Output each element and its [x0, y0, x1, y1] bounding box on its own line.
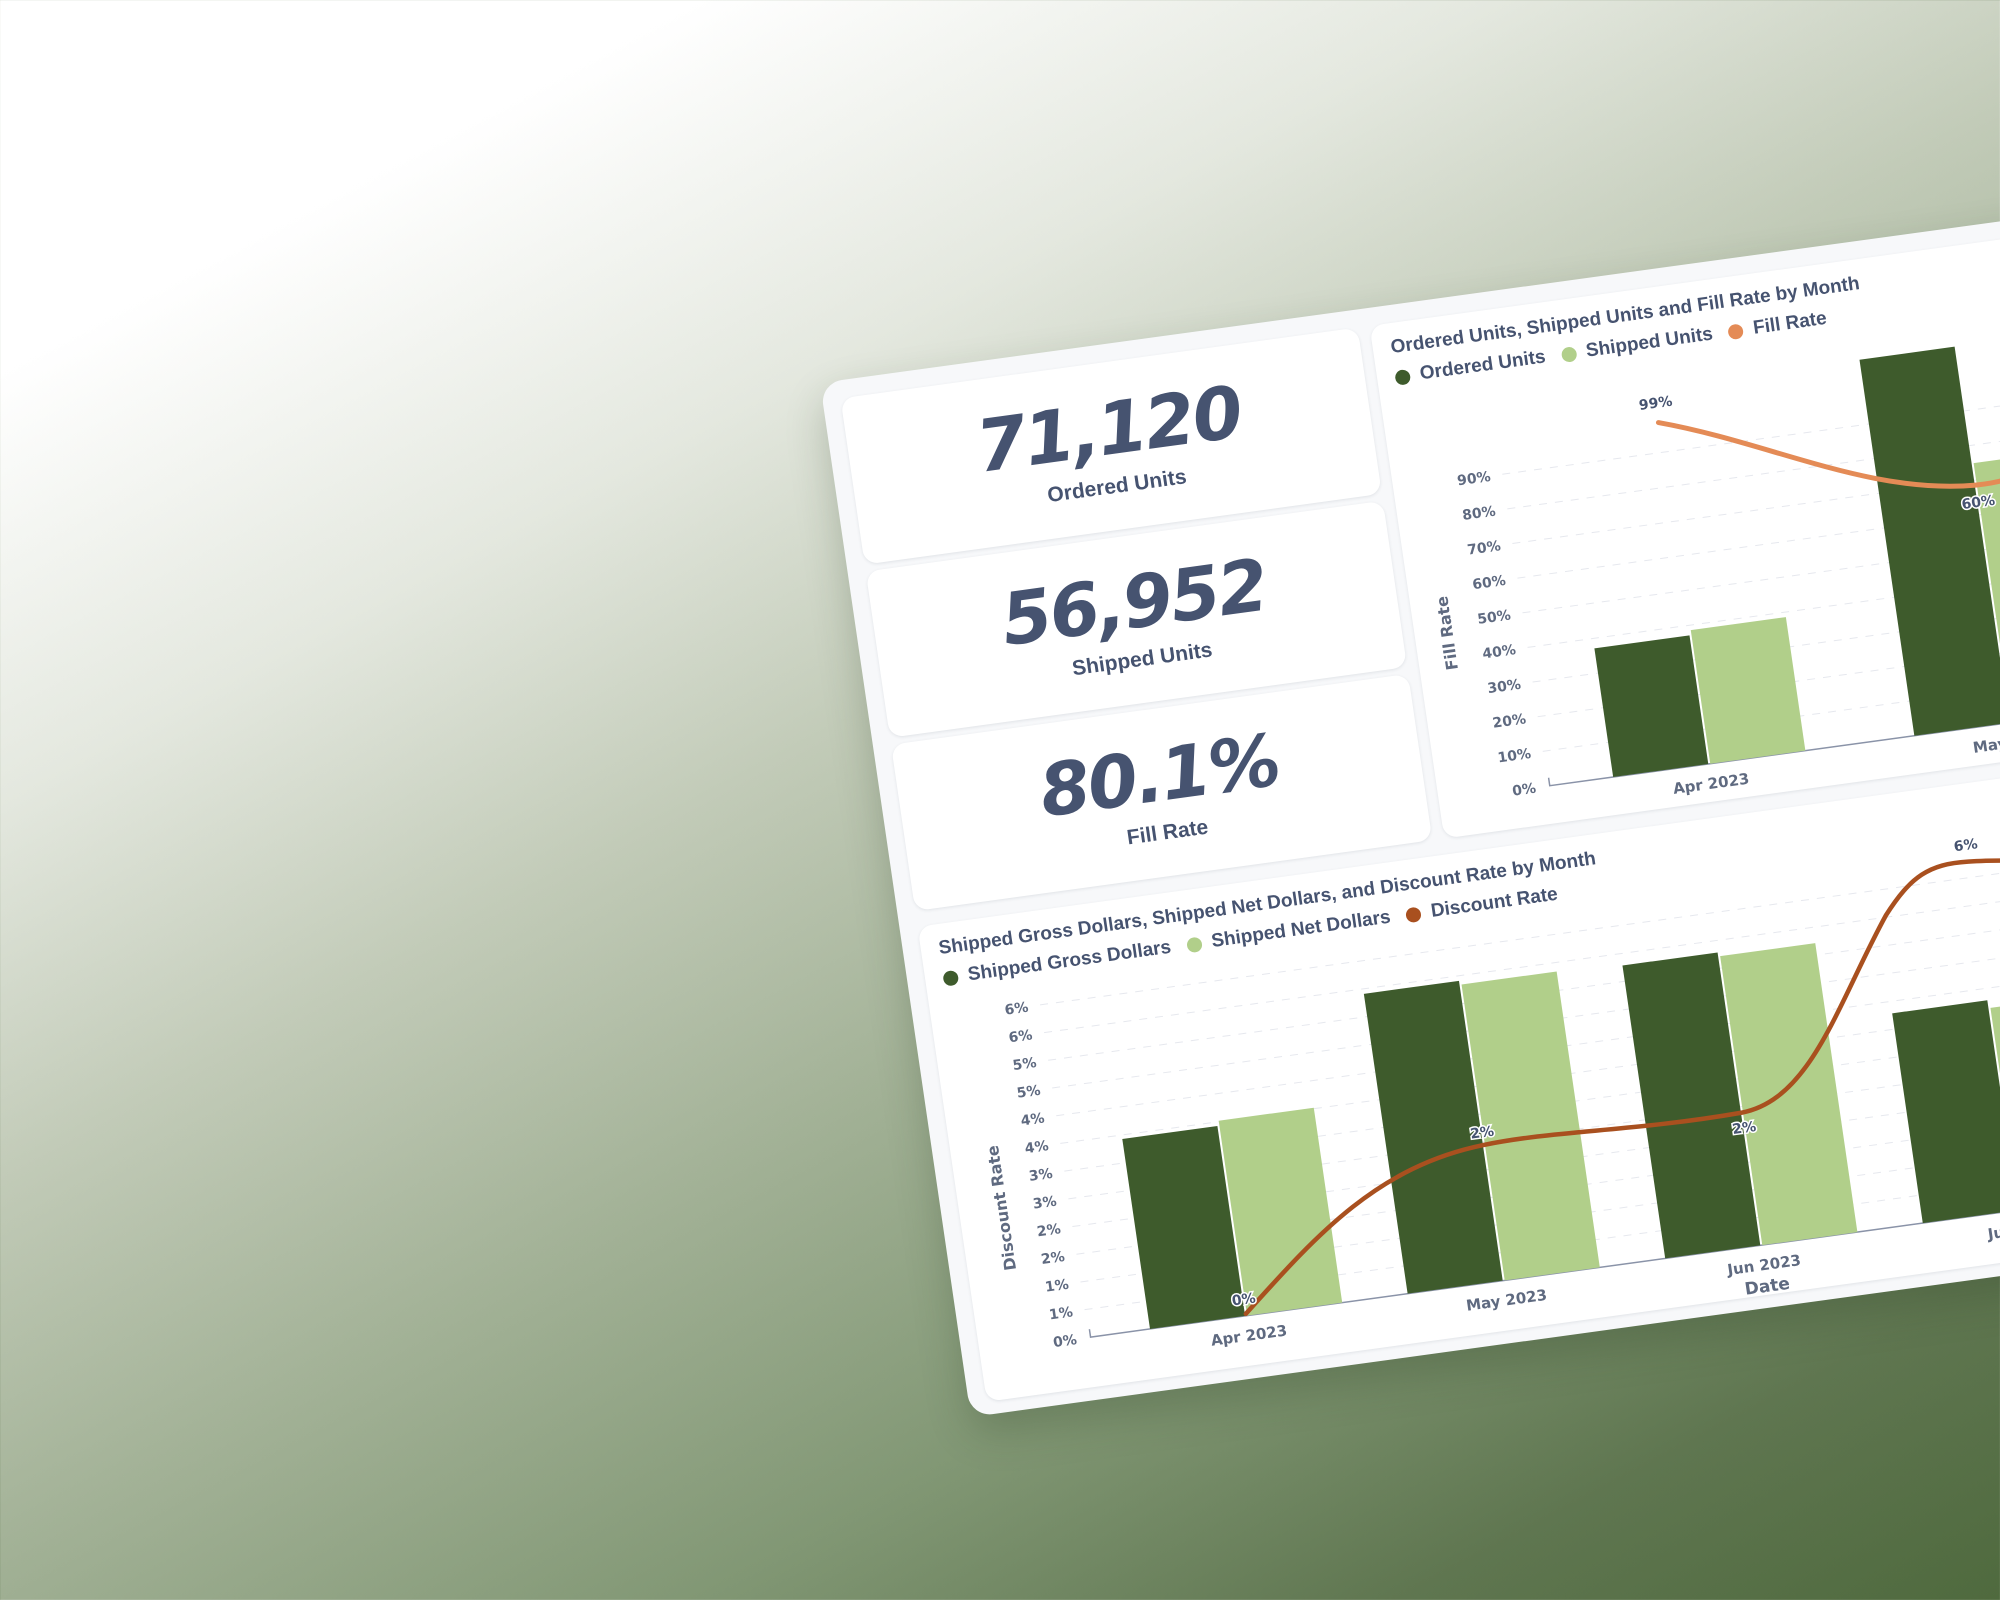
y-axis-label: Discount Rate — [983, 1144, 1020, 1272]
svg-text:3%: 3% — [1032, 1194, 1058, 1213]
x-axis-line — [1088, 1136, 2000, 1338]
chart1-plot: Fill Rate 0% 10% 20% 30% 40% 50% 60% — [1432, 346, 2000, 800]
y-tick-labels: 0% 10% 20% 30% 40% 50% 60% 70% 80% 90% — [1456, 469, 1537, 800]
x-tick-label: Apr 2023 — [1210, 1321, 1289, 1349]
bar-gross-apr[interactable] — [1122, 1125, 1246, 1329]
svg-text:6%: 6% — [1008, 1027, 1034, 1046]
point-label: 99% — [1638, 394, 1674, 414]
bar-ordered-apr[interactable] — [1594, 635, 1709, 778]
svg-text:0%: 0% — [1511, 781, 1537, 800]
svg-text:5%: 5% — [1012, 1055, 1038, 1074]
bar-gross-may[interactable] — [1363, 980, 1503, 1294]
point-label: 2% — [1469, 1124, 1495, 1143]
svg-text:4%: 4% — [1024, 1138, 1050, 1157]
bar-net-jun[interactable] — [1720, 943, 1858, 1246]
chart-ordered-shipped-fill-rate: Ordered Units, Shipped Units and Fill Ra… — [1369, 183, 2000, 839]
x-tick-label: May 2023 — [1465, 1286, 1548, 1315]
y-axis-label: Fill Rate — [1432, 595, 1462, 672]
fill-rate-line[interactable] — [1655, 366, 2000, 527]
point-label: 0% — [1231, 1290, 1257, 1309]
kpi-value: 56,952 — [996, 542, 1272, 663]
svg-text:60%: 60% — [1471, 573, 1507, 593]
svg-text:80%: 80% — [1461, 504, 1497, 524]
bar-ordered-may[interactable] — [1859, 346, 2000, 736]
x-tick-label: Apr 2023 — [1672, 770, 1751, 798]
svg-text:50%: 50% — [1476, 607, 1512, 627]
svg-text:1%: 1% — [1048, 1304, 1074, 1323]
dashboard-stage: 71,120 Ordered Units 56,952 Shipped Unit… — [820, 171, 2000, 1418]
x-tick-label: May 2023 — [1972, 728, 2000, 757]
svg-text:4%: 4% — [1020, 1110, 1046, 1129]
y-tick-labels: 0% 1% 1% 2% 2% 3% 3% 4% 4% 5% 5% 6% 6% — [1004, 1000, 1078, 1352]
point-label: 60% — [1961, 493, 1997, 513]
point-label: 6% — [1953, 836, 1979, 855]
bar-net-may[interactable] — [1461, 971, 1600, 1281]
svg-text:90%: 90% — [1456, 469, 1492, 489]
svg-text:10%: 10% — [1497, 746, 1533, 766]
svg-text:0%: 0% — [1052, 1332, 1078, 1351]
bar-shipped-apr[interactable] — [1690, 617, 1806, 764]
svg-text:6%: 6% — [1004, 1000, 1030, 1019]
svg-text:2%: 2% — [1036, 1221, 1062, 1240]
svg-text:5%: 5% — [1016, 1083, 1042, 1102]
dashboard-board: 71,120 Ordered Units 56,952 Shipped Unit… — [820, 171, 2000, 1418]
bar-net-apr[interactable] — [1218, 1107, 1343, 1316]
svg-text:1%: 1% — [1044, 1277, 1070, 1296]
bar-gross-jul[interactable] — [1892, 1000, 2000, 1224]
svg-text:2%: 2% — [1040, 1249, 1066, 1268]
svg-text:40%: 40% — [1481, 642, 1517, 662]
x-tick-label: Jul 2023 — [1986, 1216, 2000, 1243]
svg-text:20%: 20% — [1492, 711, 1528, 731]
chart-gross-net-discount-rate: Shipped Gross Dollars, Shipped Net Dolla… — [917, 711, 2000, 1402]
kpi-value: 71,120 — [970, 369, 1247, 489]
svg-text:70%: 70% — [1466, 538, 1502, 558]
discount-rate-line[interactable] — [1195, 849, 2000, 1317]
point-label: 2% — [1731, 1119, 1757, 1138]
svg-text:3%: 3% — [1028, 1166, 1054, 1185]
kpi-value: 80.1% — [1034, 717, 1285, 834]
bar-gross-jun[interactable] — [1622, 952, 1761, 1259]
x-axis-label: Date — [1744, 1274, 1792, 1300]
x-tick-label: Jun 2023 — [1725, 1251, 1802, 1279]
chart2-plot: Discount Rate 0% 1% 1% 2% 2% 3% — [983, 804, 2000, 1352]
x-axis-line — [1547, 657, 2000, 787]
svg-text:30%: 30% — [1487, 677, 1523, 697]
